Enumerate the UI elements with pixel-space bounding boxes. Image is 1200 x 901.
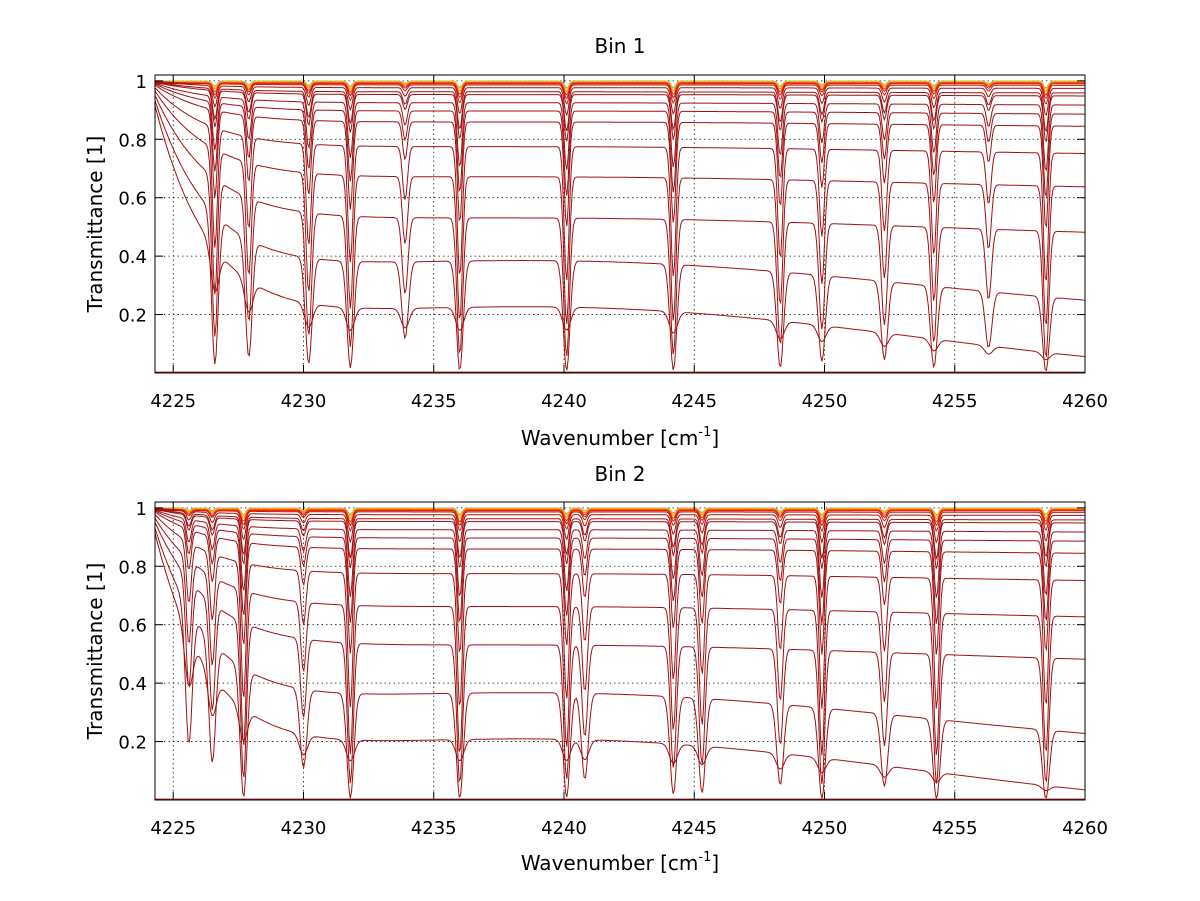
- x-tick-label: 4235: [411, 818, 457, 839]
- spectrum-line: [154, 508, 1085, 569]
- spectrum-line: [154, 81, 1086, 132]
- spectrum-line: [154, 510, 1085, 624]
- x-tick-label: 4240: [541, 818, 587, 839]
- spectrum-line: [154, 509, 1085, 598]
- spectrum-line: [155, 509, 1085, 523]
- spectrum-line: [155, 82, 1085, 96]
- x-tick-label: 4240: [541, 391, 587, 412]
- y-tick-label: 0.6: [118, 189, 147, 210]
- y-axis-label: Transmittance [1]: [83, 563, 107, 741]
- subplot-bin-1: 4225 4230 4235 4240 4245 4250 4255 4260 0.2 0.4 0.…: [83, 34, 1108, 450]
- spectrum-line: [154, 100, 1086, 372]
- x-axis-label: Wavenumber [cm-1]: [521, 850, 719, 875]
- x-tick-label: 4230: [281, 818, 327, 839]
- spectrum-line: [154, 532, 1086, 792]
- spectrum-line: [154, 80, 1085, 106]
- spectrum-line: [155, 510, 1085, 527]
- y-tick-label: 0.8: [118, 557, 147, 578]
- spectrum-line: [154, 511, 1086, 655]
- spectrum-line: [154, 81, 1085, 143]
- spectrum-line: [155, 83, 1085, 100]
- axes-frame: [154, 501, 1086, 801]
- spectrum-line: [154, 527, 1086, 801]
- y-tick-label: 1: [136, 499, 147, 520]
- y-axis-label: Transmittance [1]: [83, 136, 107, 314]
- spectrum-line: [155, 508, 1085, 520]
- spectrum-line: [154, 90, 1085, 325]
- x-tick-label: 4230: [281, 391, 327, 412]
- spectrum-line: [155, 80, 1085, 90]
- spectrum-line: [155, 507, 1085, 517]
- spectra-traces: [154, 80, 1086, 373]
- y-tick-label: 0.2: [118, 733, 147, 754]
- x-tick-label: 4260: [1062, 818, 1108, 839]
- spectrum-line: [154, 81, 1085, 117]
- spectrum-line: [154, 521, 1085, 785]
- x-tick-label: 4255: [932, 818, 978, 839]
- x-tick-label: 4225: [150, 391, 196, 412]
- spectrum-line: [154, 508, 1086, 561]
- spectrum-line: [154, 83, 1085, 198]
- subplot-bin-2: 4225 4230 4235 4240 4245 4250 4255 4260 0.2 0.4 0.…: [83, 462, 1108, 875]
- tick-marks: [155, 502, 1086, 800]
- x-tick-label: 4250: [802, 391, 848, 412]
- chart-title: Bin 2: [594, 462, 645, 486]
- axes-frame: [154, 74, 1086, 374]
- spectra-traces: [154, 507, 1086, 801]
- spectrum-line: [154, 507, 1085, 533]
- x-tick-label: 4245: [671, 391, 717, 412]
- x-tick-label: 4225: [150, 818, 196, 839]
- spectrum-line: [154, 508, 1085, 545]
- x-tick-label: 4235: [411, 391, 457, 412]
- y-tick-label: 1: [136, 72, 147, 93]
- y-tick-label: 0.4: [118, 674, 147, 695]
- y-tick-label: 0.2: [118, 306, 147, 327]
- x-axis-label: Wavenumber [cm-1]: [521, 425, 719, 450]
- spectrum-line: [154, 517, 1085, 756]
- axes-area: [154, 501, 1086, 801]
- x-tick-label: 4255: [932, 391, 978, 412]
- spectrum-line: [154, 87, 1085, 281]
- x-tick-label: 4250: [802, 818, 848, 839]
- y-tick-label: 0.6: [118, 616, 147, 637]
- spectrum-line: [154, 84, 1086, 229]
- spectrum-line: [154, 514, 1085, 709]
- y-tick-label: 0.8: [118, 130, 147, 151]
- spectrum-line: [154, 105, 1086, 361]
- spectrum-line: [155, 81, 1085, 92]
- x-tick-label: 4260: [1062, 391, 1108, 412]
- x-tick-label: 4245: [671, 818, 717, 839]
- spectrum-line: [154, 94, 1085, 358]
- spectrum-line: [154, 82, 1085, 172]
- y-tick-label: 0.4: [118, 247, 147, 268]
- chart-title: Bin 1: [594, 34, 645, 58]
- tick-labels: 4225 4230 4235 4240 4245 4250 4255 4260 0.2 0.4 0.…: [118, 499, 1108, 839]
- tick-labels: 4225 4230 4235 4240 4245 4250 4255 4260 0.2 0.4 0.…: [118, 72, 1108, 412]
